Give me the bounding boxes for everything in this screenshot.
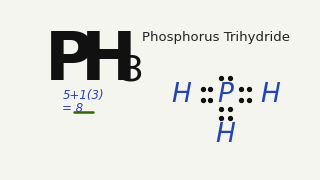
Text: H: H <box>260 82 280 108</box>
Point <box>208 99 213 102</box>
Text: = 8: = 8 <box>62 102 84 115</box>
Point <box>200 99 205 102</box>
Point <box>219 76 224 79</box>
Text: 5+1(3): 5+1(3) <box>62 89 104 102</box>
Point <box>208 88 213 91</box>
Point <box>228 76 233 79</box>
Text: P: P <box>218 82 234 108</box>
Text: H: H <box>81 28 137 94</box>
Point <box>219 116 224 119</box>
Point <box>246 99 251 102</box>
Text: H: H <box>171 82 191 108</box>
Point <box>238 99 244 102</box>
Text: 3: 3 <box>120 54 143 88</box>
Point <box>246 88 251 91</box>
Point <box>228 116 233 119</box>
Text: H: H <box>216 122 236 148</box>
Text: Phosphorus Trihydride: Phosphorus Trihydride <box>142 31 290 44</box>
Point <box>238 88 244 91</box>
Point <box>200 88 205 91</box>
Point <box>228 107 233 110</box>
Point <box>219 107 224 110</box>
Text: P: P <box>45 28 93 94</box>
